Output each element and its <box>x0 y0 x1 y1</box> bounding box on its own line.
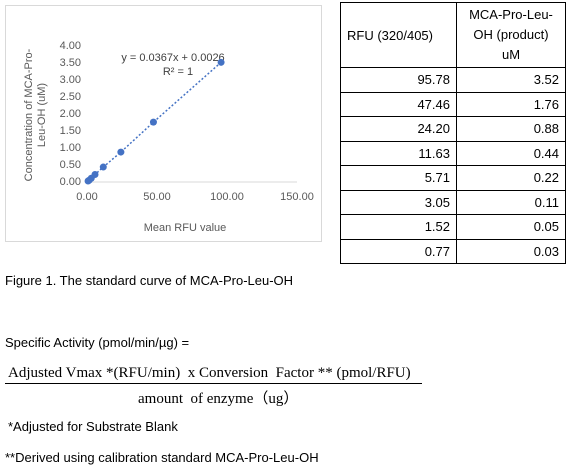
x-axis-label: Mean RFU value <box>144 222 227 234</box>
table-cell: 1.76 <box>456 91 566 117</box>
table-cell: 0.22 <box>456 165 566 191</box>
y-tick-label: 1.50 <box>60 125 81 137</box>
data-point <box>99 163 107 171</box>
table-cell: 47.46 <box>340 91 457 117</box>
table-cell: 0.03 <box>456 238 566 264</box>
x-tick-label: 100.00 <box>210 191 244 203</box>
table-cell: 0.88 <box>456 116 566 142</box>
x-tick-label: 150.00 <box>280 191 314 203</box>
table-cell: 0.44 <box>456 140 566 166</box>
table-row: 11.63 0.44 <box>340 140 566 166</box>
y-axis-label-box: Concentration of MCA-Pro-Leu-OH (uM) <box>23 48 48 182</box>
header-cell: RFU (320/405) <box>340 2 457 68</box>
table-cell: 5.71 <box>340 165 457 191</box>
table-row: 47.46 1.76 <box>340 91 566 117</box>
y-tick-label: 4.00 <box>60 40 81 52</box>
y-tick-label: 1.00 <box>60 142 81 154</box>
caption: Figure 1. The standard curve of MCA-Pro-… <box>5 273 294 288</box>
table: RFU (320/405) MCA-Pro-Leu-OH (product) u… <box>340 2 566 264</box>
y-tick-label: 0.00 <box>60 176 81 188</box>
y-tick-label: 3.50 <box>60 57 81 69</box>
y-tick-label: 0.50 <box>60 159 81 171</box>
data-point <box>149 118 157 126</box>
table-row: 5.71 0.22 <box>340 165 566 191</box>
x-tick-label: 0.00 <box>76 191 97 203</box>
y-tick-label: 3.00 <box>60 74 81 86</box>
note: **Derived using calibration standard MCA… <box>5 450 319 465</box>
table-cell: 11.63 <box>340 140 457 166</box>
formula-label: Specific Activity (pmol/min/µg) = <box>5 335 190 350</box>
x-tick-label: 50.00 <box>143 191 171 203</box>
table-row: 3.05 0.11 <box>340 189 566 215</box>
table-cell: 1.52 <box>340 214 457 240</box>
formula-numerator: Adjusted Vmax *(RFU/min) x Conversion Fa… <box>8 365 411 381</box>
table-row: 1.52 0.05 <box>340 214 566 240</box>
fraction-bar <box>5 383 422 384</box>
data-point <box>117 148 125 156</box>
table-cell: 3.05 <box>340 189 457 215</box>
table-row: 24.20 0.88 <box>340 116 566 142</box>
table-row: 95.78 3.52 <box>340 67 566 93</box>
header-cell: MCA-Pro-Leu-OH (product) uM <box>469 7 553 62</box>
data-point <box>84 177 92 185</box>
table-cell: 0.11 <box>456 189 566 215</box>
formula-denominator: amount of enzyme（ug） <box>138 391 299 407</box>
equation: y = 0.0367x + 0.0026 <box>121 52 224 64</box>
table-cell: 95.78 <box>340 67 457 93</box>
y-tick-label: 2.00 <box>60 108 81 120</box>
header-cell-wrap: MCA-Pro-Leu-OH (product) uM <box>456 2 566 68</box>
r-squared: R² = 1 <box>163 66 193 78</box>
y-tick-label: 2.50 <box>60 91 81 103</box>
table-header: RFU (320/405) MCA-Pro-Leu-OH (product) u… <box>340 2 566 68</box>
table-row: 0.77 0.03 <box>340 238 566 264</box>
table-cell: 24.20 <box>340 116 457 142</box>
table-cell: 3.52 <box>456 67 566 93</box>
y-axis-label: Concentration of MCA-Pro-Leu-OH (uM) <box>23 48 48 182</box>
chart-frame <box>5 5 322 242</box>
table-cell: 0.77 <box>340 238 457 264</box>
note: *Adjusted for Substrate Blank <box>8 419 178 434</box>
table-cell: 0.05 <box>456 214 566 240</box>
data-point <box>217 58 225 66</box>
chart: y = 0.0367x + 0.0026 R² = 1 Mean RFU val… <box>5 5 322 242</box>
